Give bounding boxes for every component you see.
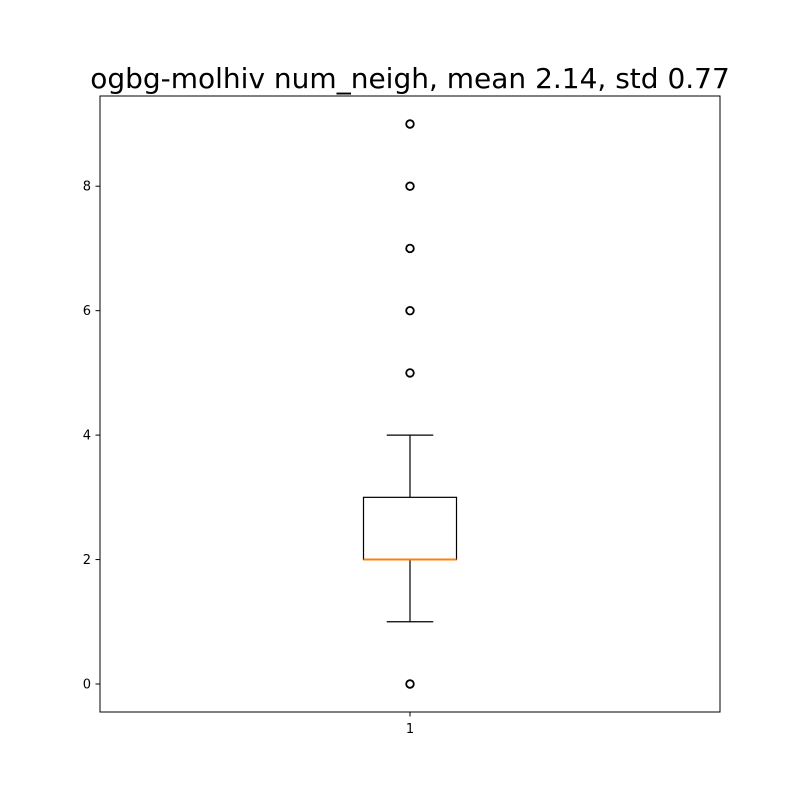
outlier-point bbox=[405, 679, 415, 689]
plot-area bbox=[362, 119, 458, 689]
outlier-point bbox=[405, 243, 415, 254]
y-tick-label: 6 bbox=[83, 304, 91, 319]
outlier-point bbox=[405, 305, 415, 316]
y-tick-label: 8 bbox=[83, 180, 91, 195]
y-tick-label: 0 bbox=[83, 678, 91, 693]
chart-title: ogbg-molhiv num_neigh, mean 2.14, std 0.… bbox=[90, 62, 730, 95]
x-tick-label: 1 bbox=[406, 722, 414, 737]
outlier-point bbox=[405, 181, 415, 191]
y-tick-label: 4 bbox=[83, 429, 91, 444]
iqr-box bbox=[362, 496, 458, 561]
outlier-point bbox=[405, 368, 415, 378]
y-tick-label: 2 bbox=[83, 553, 91, 568]
outlier-point bbox=[405, 119, 415, 129]
